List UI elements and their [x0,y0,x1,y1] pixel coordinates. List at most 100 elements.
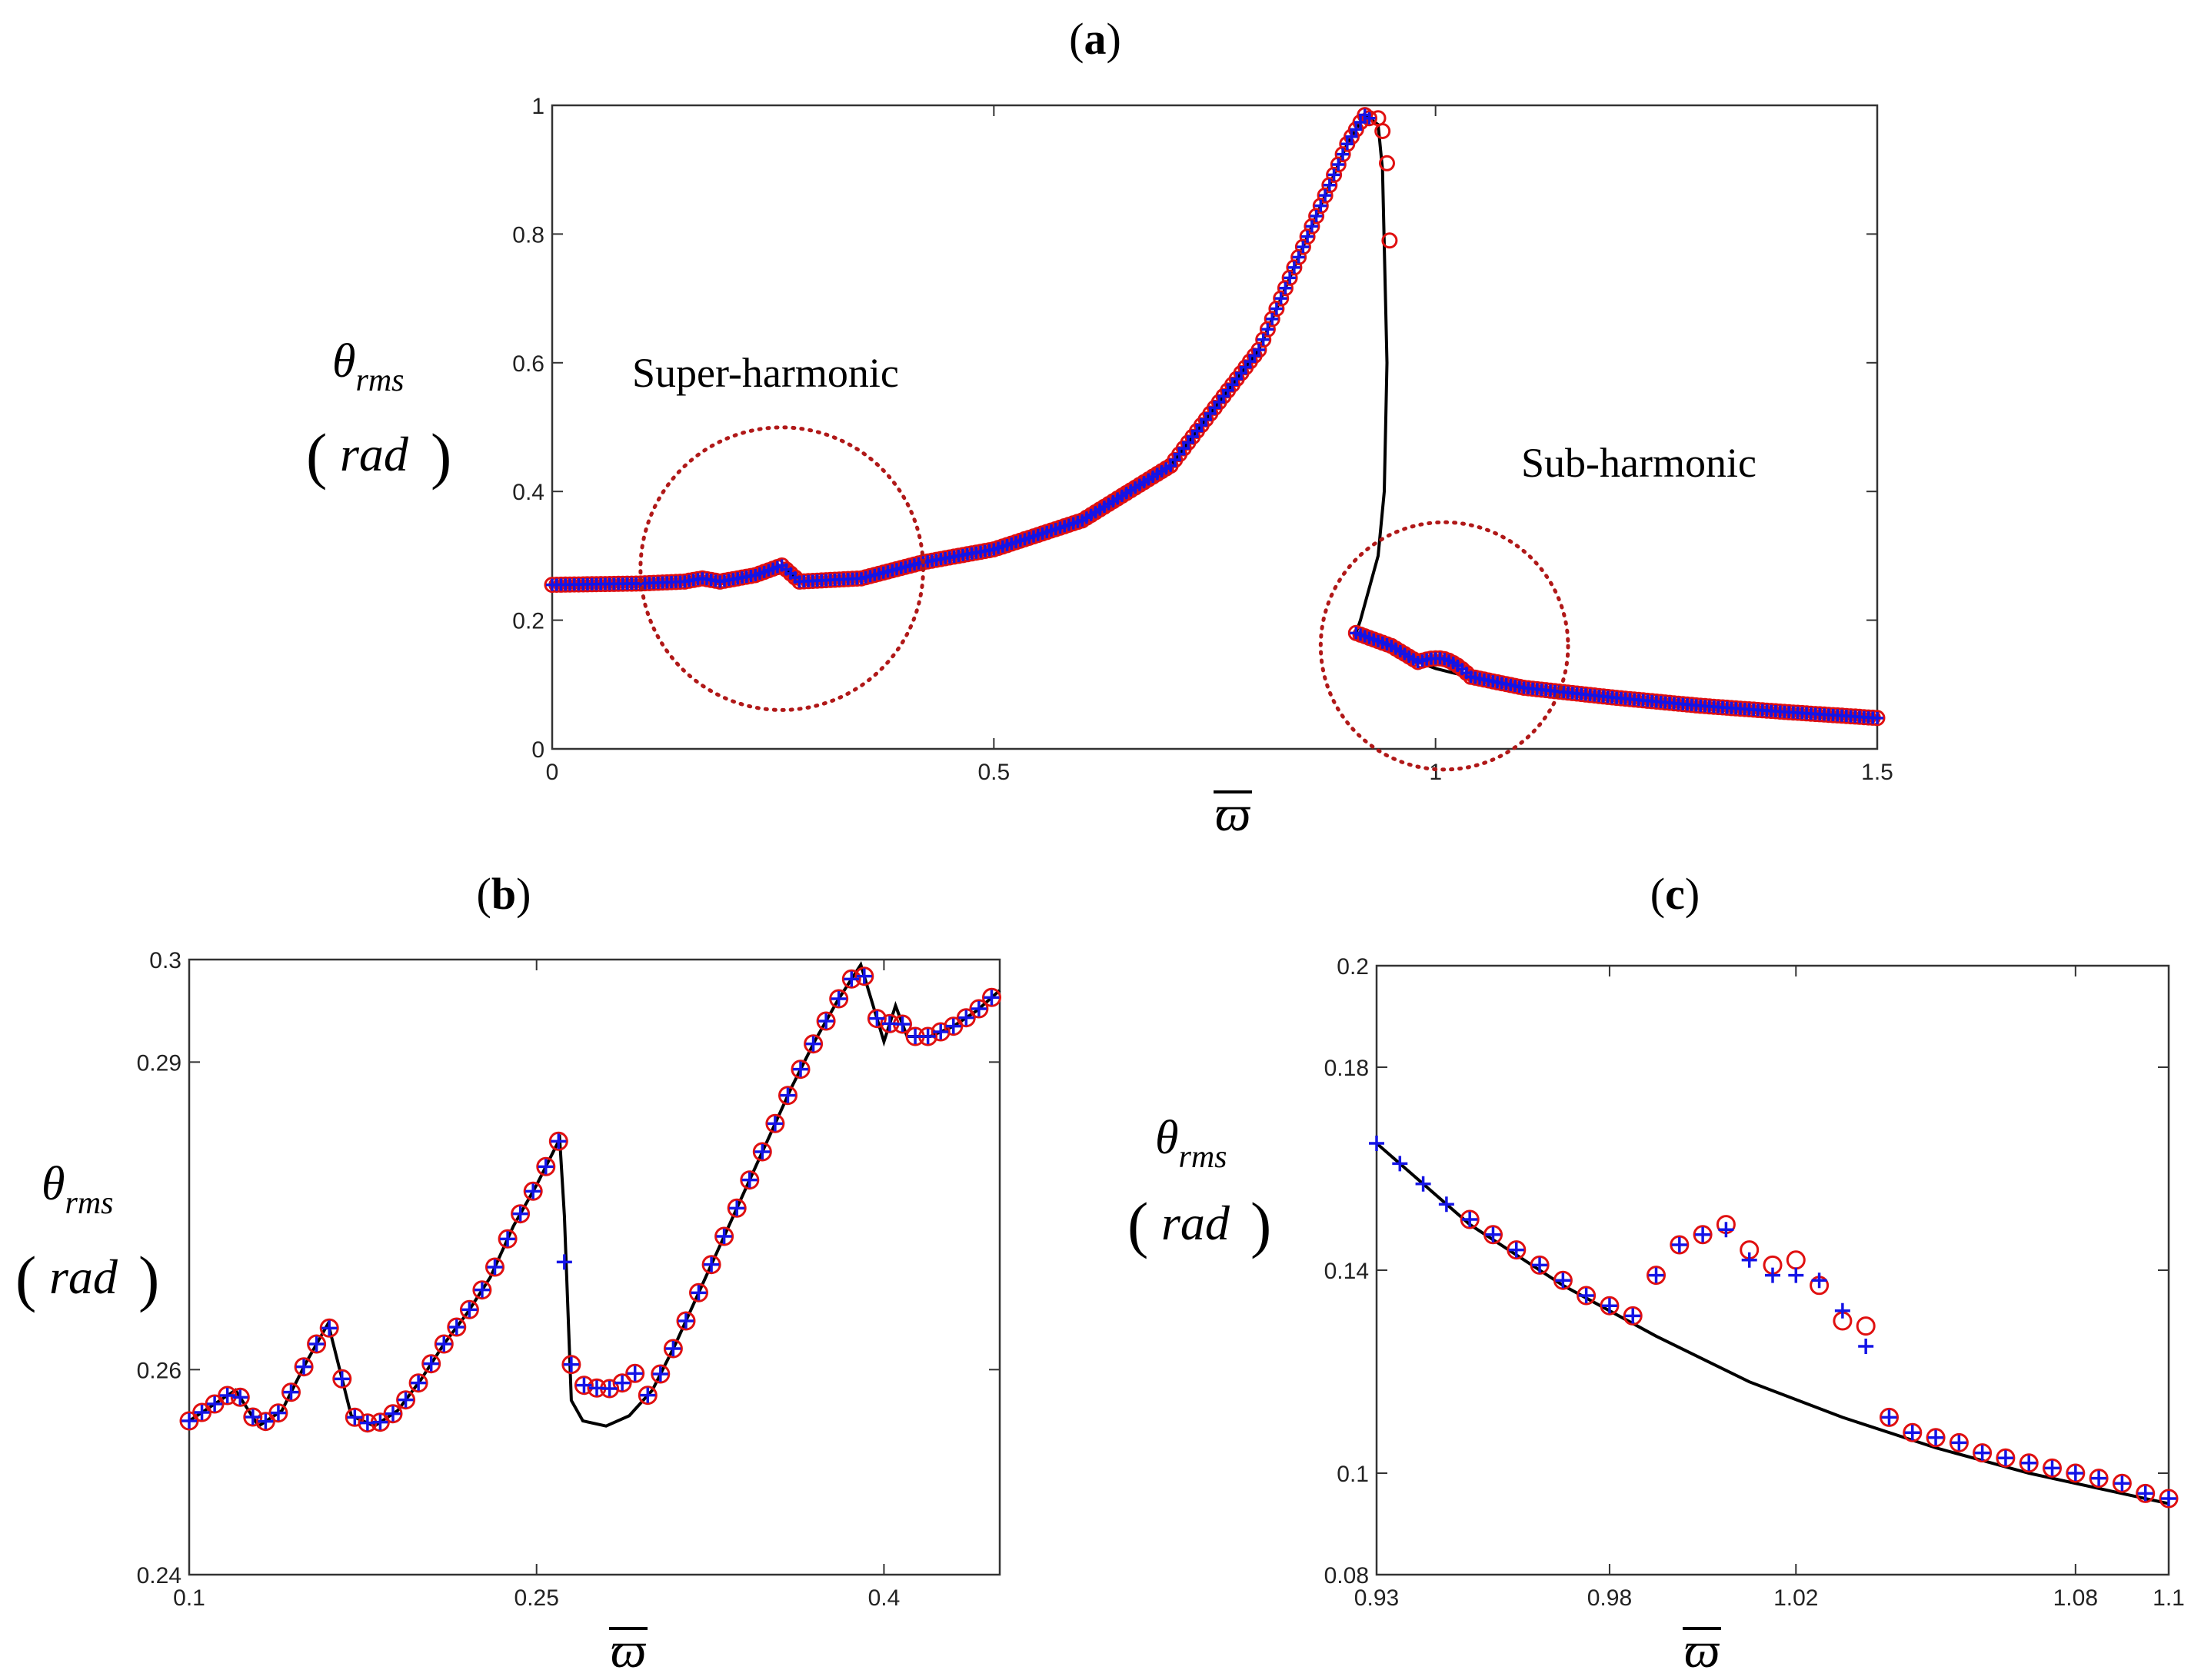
panel-b-blue-plus-point [487,1259,503,1275]
panel-a-blue-plus-point [1279,281,1292,294]
panel-a-xtick-label: 0 [546,760,559,785]
panel-b-red-circle-point [956,1008,976,1028]
panel-c-red-circle-point [1460,1209,1480,1229]
panel-c-blue-plus-point [1858,1339,1874,1354]
panel-b-blue-plus-point [563,1356,579,1372]
panel-c-red-circle-point [1973,1443,1993,1463]
panel-a-red-circle-point [1312,198,1329,215]
panel-c-blue-plus-point [1508,1242,1524,1258]
panel-b-blue-plus-point [538,1159,554,1175]
panel-a-red-circle-point [1458,664,1475,681]
panel-b-red-circle-point [791,1060,811,1080]
panel-a-blue-plus-point [1345,130,1358,143]
panel-a-red-circle-point [1264,311,1280,328]
panel-a-ylabel: θrms ( rad ) [306,335,451,491]
panel-c-red-circle-point [1483,1225,1503,1245]
panel-b-xlabel-omega: ϖ [611,1622,647,1678]
panel-b-red-circle-point [638,1386,658,1406]
panel-a-ytick-label: 1 [531,94,544,119]
panel-b-blue-plus-point [640,1387,656,1403]
panel-b-blue-plus-point [194,1405,210,1420]
panel-b-xlabel: ϖ [609,1622,648,1678]
panel-b-ylabel: θrms ( rad ) [15,1158,159,1313]
panel-b-blue-plus-point [258,1413,274,1429]
panel-b-blue-plus-point [411,1375,427,1391]
panel-b-ytick-label: 0.3 [149,948,181,973]
panel-a-blue-plus-point [1274,292,1287,305]
panel-b-blue-plus-point [652,1366,668,1382]
panel-b-blue-plus-point [551,1133,567,1149]
panel-b-red-circle-point [294,1357,314,1377]
panel-a-red-circle-point [1277,280,1294,297]
panel-b-red-circle-point [765,1113,785,1133]
panel-c-title-letter: c [1665,869,1685,919]
panel-c-xtick-label: 0.98 [1587,1585,1632,1611]
panel-c-ytick-label: 0.18 [1324,1056,1369,1081]
panel-c-ytick-label: 0.1 [1337,1462,1369,1487]
panel-b-blue-plus-point [308,1336,325,1352]
panel-c-blue-plus-point [2021,1455,2037,1471]
panel-c-red-circle-point [1670,1235,1690,1255]
panel-a-ylabel-theta: θrms [332,335,405,398]
panel-c-blue-plus-point [1392,1156,1408,1172]
panel-b-blue-plus-point [232,1389,248,1406]
panel-b-red-circle-point [841,969,861,989]
panel-c-chart: 0.93 0.98 1.02 1.08 1.1 0.08 0.1 0.14 0.18 0.2 [1324,954,2185,1611]
panel-b-blue-plus-point [461,1302,478,1318]
panel-c-blue-plus-point [1741,1252,1757,1268]
panel-b-red-circle-point [727,1198,747,1218]
panel-b-blue-plus-point [894,1016,911,1032]
panel-a-red-circle-point [1259,321,1276,338]
panel-c-blue-plus-point [1601,1298,1617,1314]
panel-b-blue-plus-point [805,1036,821,1052]
panel-c-xtick-label: 1.1 [2153,1585,2185,1611]
sub-harmonic-circle [1318,520,1570,772]
panel-a-xtick-label: 1.5 [1861,760,1893,785]
panel-c-red-circle-point [1600,1296,1620,1316]
panel-a-ylabel-close: ) [431,421,451,491]
panel-b-red-circle-point [243,1407,263,1427]
panel-a-blue-plus-point [1340,138,1354,151]
panel-a-title-letter: a [1084,14,1107,64]
panel-b-red-circle-point [332,1369,352,1389]
panel-b-ylabel-theta: θrms [42,1158,114,1221]
panel-b-red-circle-point [421,1354,441,1374]
panel-b-blue-plus-point [398,1392,414,1408]
panel-c-ytick-label: 0.2 [1337,954,1369,980]
panel-b-red-circle-point [345,1407,365,1427]
panel-b-title: (b) [477,869,531,919]
panel-b-red-circle-point [931,1022,951,1042]
panel-c-xlabel-omega: ϖ [1684,1622,1720,1678]
panel-a-blue-plus-point [1252,344,1265,357]
panel-c-red-circle-point [2019,1453,2039,1473]
panel-c-red-circle-point [2159,1489,2179,1509]
panel-a-blue-plus-point [1261,323,1274,336]
panel-c-red-circle-point [1949,1432,1969,1452]
panel-c-blue-plus-point [1974,1445,1990,1461]
panel-b-blue-plus-point [474,1282,490,1298]
panel-a-blue-plus-point [1310,209,1323,222]
panel-a-blue-plus-point [1332,158,1345,171]
panel-b-title-letter: b [491,869,516,919]
panel-c-blue-plus-point [1811,1272,1827,1289]
panel-a-blue-plus-point [1266,312,1279,325]
panel-b-blue-plus-point [321,1320,338,1336]
panel-a-xtick-label: 0.5 [977,760,1010,785]
panel-b-blue-plus-point [716,1229,732,1244]
panel-b-blue-plus-point [920,1029,936,1044]
panel-b-red-circle-point [434,1334,454,1354]
panel-c-blue-plus-point [1881,1409,1897,1426]
panel-b-blue-plus-point [219,1388,235,1403]
panel-b-red-circle-point [574,1376,594,1396]
panel-c-blue-plus-point [1415,1176,1431,1192]
panel-c-blue-plus-point [2091,1470,2107,1486]
panel-b-red-circle-point [651,1364,671,1384]
panel-c-ylabel-unit: rad [1161,1196,1230,1250]
panel-c-blue-plus-point [1625,1308,1641,1324]
panel-b-title-open: ( [477,869,491,919]
panel-b-ytick-label: 0.24 [137,1563,181,1589]
panel-b-blue-plus-point [436,1336,452,1352]
panel-b-red-circle-point [383,1404,403,1424]
panel-b-blue-plus-point [767,1116,783,1132]
